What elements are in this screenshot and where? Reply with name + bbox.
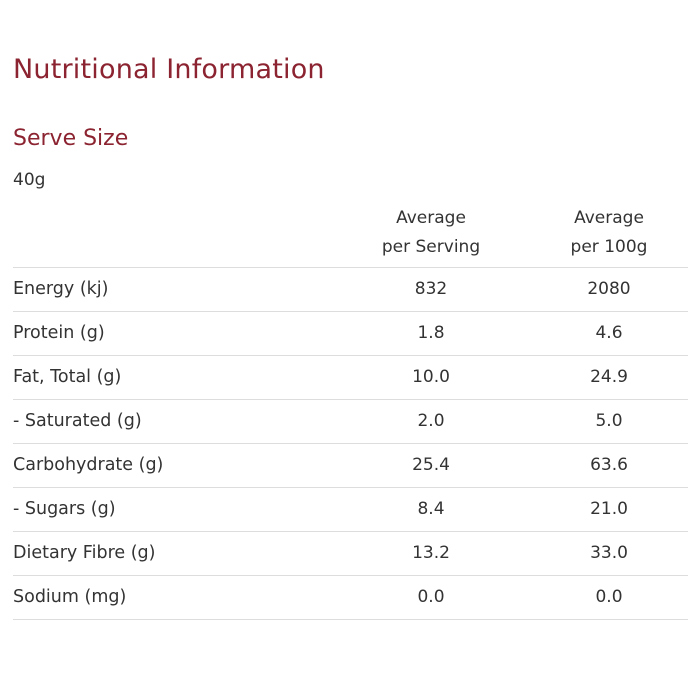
nutrient-label: Energy (kj): [13, 279, 109, 299]
nutrient-label: Dietary Fibre (g): [13, 543, 156, 563]
per-100g-value: 21.0: [590, 499, 628, 519]
table-row: Dietary Fibre (g) 13.2 33.0: [13, 532, 688, 576]
table-row: Carbohydrate (g) 25.4 63.6: [13, 444, 688, 488]
per-100g-value: 24.9: [590, 367, 628, 387]
nutrient-label: Fat, Total (g): [13, 367, 122, 387]
serve-size-heading: Serve Size: [13, 126, 129, 151]
column-header-per-100g: Average per 100g: [529, 204, 689, 262]
table-row: Sodium (mg) 0.0 0.0: [13, 576, 688, 620]
column-header-line: Average: [396, 208, 466, 228]
column-header-line: per Serving: [381, 237, 481, 257]
per-serving-value: 25.4: [412, 455, 450, 475]
table-row: - Sugars (g) 8.4 21.0: [13, 488, 688, 532]
nutrition-table: Average per Serving Average per 100g Ene…: [13, 200, 688, 620]
nutrient-label: Carbohydrate (g): [13, 455, 164, 475]
per-serving-value: 10.0: [412, 367, 450, 387]
per-serving-value: 0.0: [417, 587, 445, 607]
column-header-line: per 100g: [570, 237, 648, 257]
table-row: Fat, Total (g) 10.0 24.9: [13, 356, 688, 400]
column-header-per-serving: Average per Serving: [351, 204, 511, 262]
per-serving-value: 2.0: [417, 411, 445, 431]
per-100g-value: 0.0: [595, 587, 623, 607]
page-title: Nutritional Information: [13, 54, 325, 85]
per-serving-value: 8.4: [417, 499, 445, 519]
column-header-line: Average: [574, 208, 644, 228]
table-row: Protein (g) 1.8 4.6: [13, 312, 688, 356]
table-header-row: Average per Serving Average per 100g: [13, 200, 688, 268]
table-row: - Saturated (g) 2.0 5.0: [13, 400, 688, 444]
nutrient-label: - Sugars (g): [13, 499, 116, 519]
per-serving-value: 1.8: [417, 323, 445, 343]
per-100g-value: 5.0: [595, 411, 623, 431]
nutrient-label: Protein (g): [13, 323, 105, 343]
per-serving-value: 832: [414, 279, 448, 299]
per-serving-value: 13.2: [412, 543, 450, 563]
serve-size-value: 40g: [13, 170, 46, 190]
per-100g-value: 63.6: [590, 455, 628, 475]
per-100g-value: 2080: [587, 279, 631, 299]
nutrient-label: Sodium (mg): [13, 587, 127, 607]
table-row: Energy (kj) 832 2080: [13, 268, 688, 312]
per-100g-value: 33.0: [590, 543, 628, 563]
per-100g-value: 4.6: [595, 323, 623, 343]
nutrient-label: - Saturated (g): [13, 411, 142, 431]
